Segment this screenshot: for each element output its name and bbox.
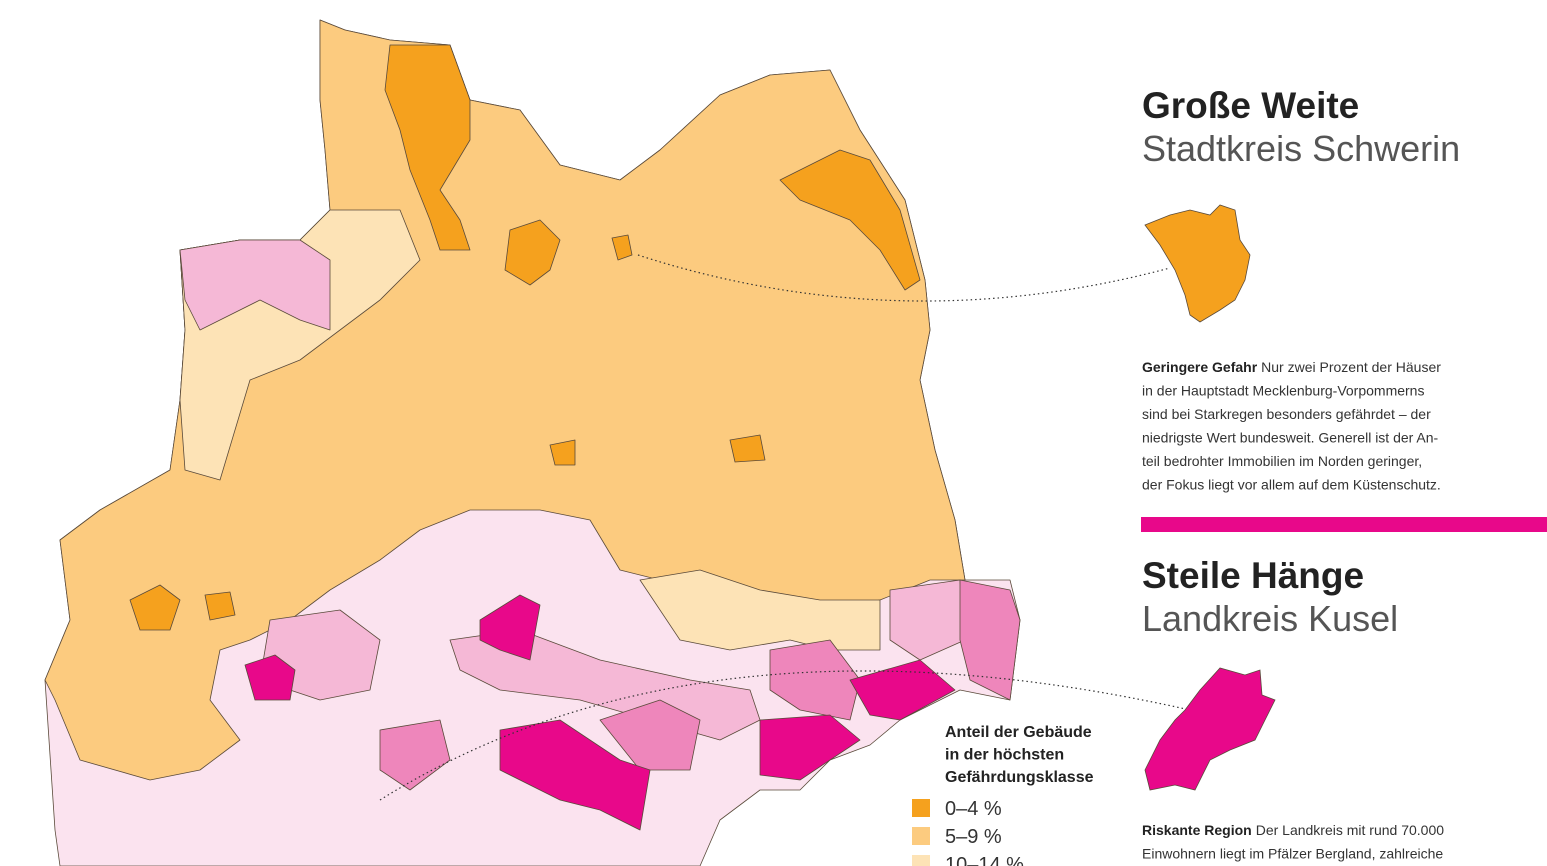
section-subtitle: Stadtkreis Schwerin [1142,128,1460,169]
body-text: Einwohnern liegt im Pfälzer Bergland, za… [1142,846,1443,862]
section-title: Steile Hänge [1142,555,1364,596]
body-text: der Fokus liegt vor allem auf dem Küsten… [1142,477,1441,493]
region [549,439,576,466]
body-text: niedrigste Wert bundesweit. Generell ist… [1142,430,1439,446]
schwerin-shape [1144,204,1251,323]
region [959,579,1021,701]
legend-swatch [912,799,930,817]
region [729,434,766,463]
legend-title: Gefährdungsklasse [945,769,1094,786]
map [44,19,1191,866]
region [611,234,633,261]
body-line: Nur zwei Prozent der Häuser [1261,359,1441,375]
region [244,654,296,701]
region [639,569,881,651]
region [499,719,651,831]
legend-label: 0–4 % [945,798,1002,820]
body-text: teil bedrohter Immobilien im Norden geri… [1142,453,1422,469]
body-text: sind bei Starkregen besonders gefährdet … [1142,406,1431,422]
region [504,219,561,286]
legend-title: in der höchsten [945,747,1064,764]
region [379,719,451,791]
legend-label: 5–9 % [945,826,1002,848]
section-subtitle: Landkreis Kusel [1142,598,1398,639]
region [204,591,236,621]
region [889,579,966,661]
region [44,19,966,781]
region [179,239,331,331]
region [759,714,861,781]
kusel-shape [1144,667,1276,791]
region [769,639,861,721]
legend: Anteil der Gebäude in der höchsten Gefährd… [912,724,1094,866]
body-text: in der Hauptstadt Mecklenburg-Vorpommern… [1142,383,1424,399]
region [129,584,181,631]
section-title: Große Weite [1142,85,1359,126]
lead: Riskante Region [1142,822,1252,838]
body-text: Geringere Gefahr Nur zwei Prozent der Häu… [1142,359,1441,375]
legend-swatch [912,855,930,866]
body-text: Riskante Region Der Landkreis mit rund 70… [1142,822,1444,838]
legend-title: Anteil der Gebäude [945,724,1092,741]
region [849,659,956,721]
legend-label: 10–14 % [945,854,1024,866]
divider [1141,517,1547,532]
region [479,594,541,661]
lead: Geringere Gefahr [1142,359,1258,375]
connector [379,670,1191,801]
region [599,699,701,771]
region [779,149,921,291]
region [384,44,471,251]
legend-swatch [912,827,930,845]
body-line: Der Landkreis mit rund 70.000 [1256,822,1445,838]
